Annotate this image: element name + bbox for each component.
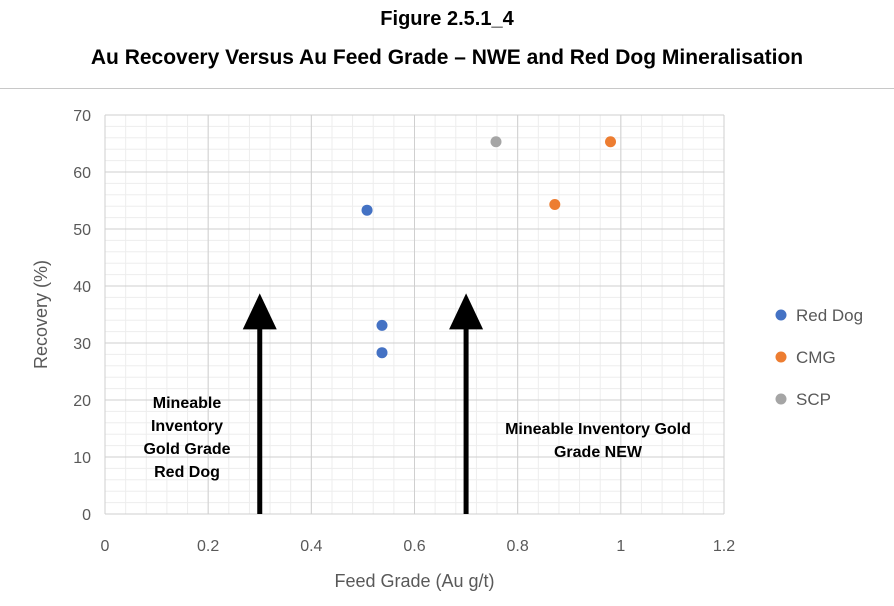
annotation-arrow-head	[242, 293, 277, 330]
tick-labels: 0 0.2 0.4 0.6 0.8 1 1.2 0 10 20 30 40 50 60 70	[73, 108, 735, 555]
legend: Red Dog CMG SCP	[775, 306, 863, 409]
y-tick-label: 50	[73, 222, 91, 239]
legend-label: CMG	[796, 348, 836, 367]
data-point-scp	[490, 136, 502, 148]
data-point-red-dog	[361, 204, 373, 216]
chart-title: Au Recovery Versus Au Feed Grade – NWE a…	[90, 46, 804, 69]
y-tick-label: 10	[73, 450, 91, 467]
major-gridlines	[104, 114, 725, 515]
x-tick-label: 0.6	[403, 538, 425, 555]
x-axis-label: Feed Grade (Au g/t)	[334, 571, 494, 591]
annotation-text: Red Dog	[154, 464, 220, 481]
x-tick-label: 0.8	[507, 538, 529, 555]
annotation-text: Gold Grade	[143, 441, 230, 458]
y-tick-label: 20	[73, 393, 91, 410]
x-tick-label: 0.4	[300, 538, 322, 555]
y-axis-label: Recovery (%)	[31, 260, 51, 369]
y-tick-label: 30	[73, 336, 91, 353]
annotation-arrow-head	[449, 293, 484, 330]
annotation-text: Mineable	[153, 395, 222, 412]
legend-marker	[775, 351, 787, 363]
legend-label: Red Dog	[796, 306, 863, 325]
data-point-cmg	[605, 136, 617, 148]
title-divider	[0, 88, 894, 89]
annotation-text: Mineable Inventory Gold	[505, 421, 691, 438]
legend-marker	[775, 393, 787, 405]
x-tick-label: 1	[616, 538, 625, 555]
annotations: Mineable Inventory Gold Grade Red Dog Mineab…	[143, 293, 691, 514]
figure-number: Figure 2.5.1_4	[380, 8, 514, 30]
legend-marker	[775, 309, 787, 321]
x-tick-label: 1.2	[713, 538, 735, 555]
y-tick-label: 40	[73, 279, 91, 296]
y-tick-label: 70	[73, 108, 91, 125]
data-points	[361, 136, 617, 359]
annotation-text: Inventory	[151, 418, 223, 435]
data-point-red-dog	[376, 347, 388, 359]
y-tick-label: 60	[73, 165, 91, 182]
x-tick-label: 0.2	[197, 538, 219, 555]
data-point-red-dog	[376, 319, 388, 331]
annotation-text: Grade NEW	[554, 444, 643, 461]
y-tick-label: 0	[82, 507, 91, 524]
x-tick-label: 0	[101, 538, 110, 555]
data-point-cmg	[549, 198, 561, 210]
legend-label: SCP	[796, 390, 831, 409]
